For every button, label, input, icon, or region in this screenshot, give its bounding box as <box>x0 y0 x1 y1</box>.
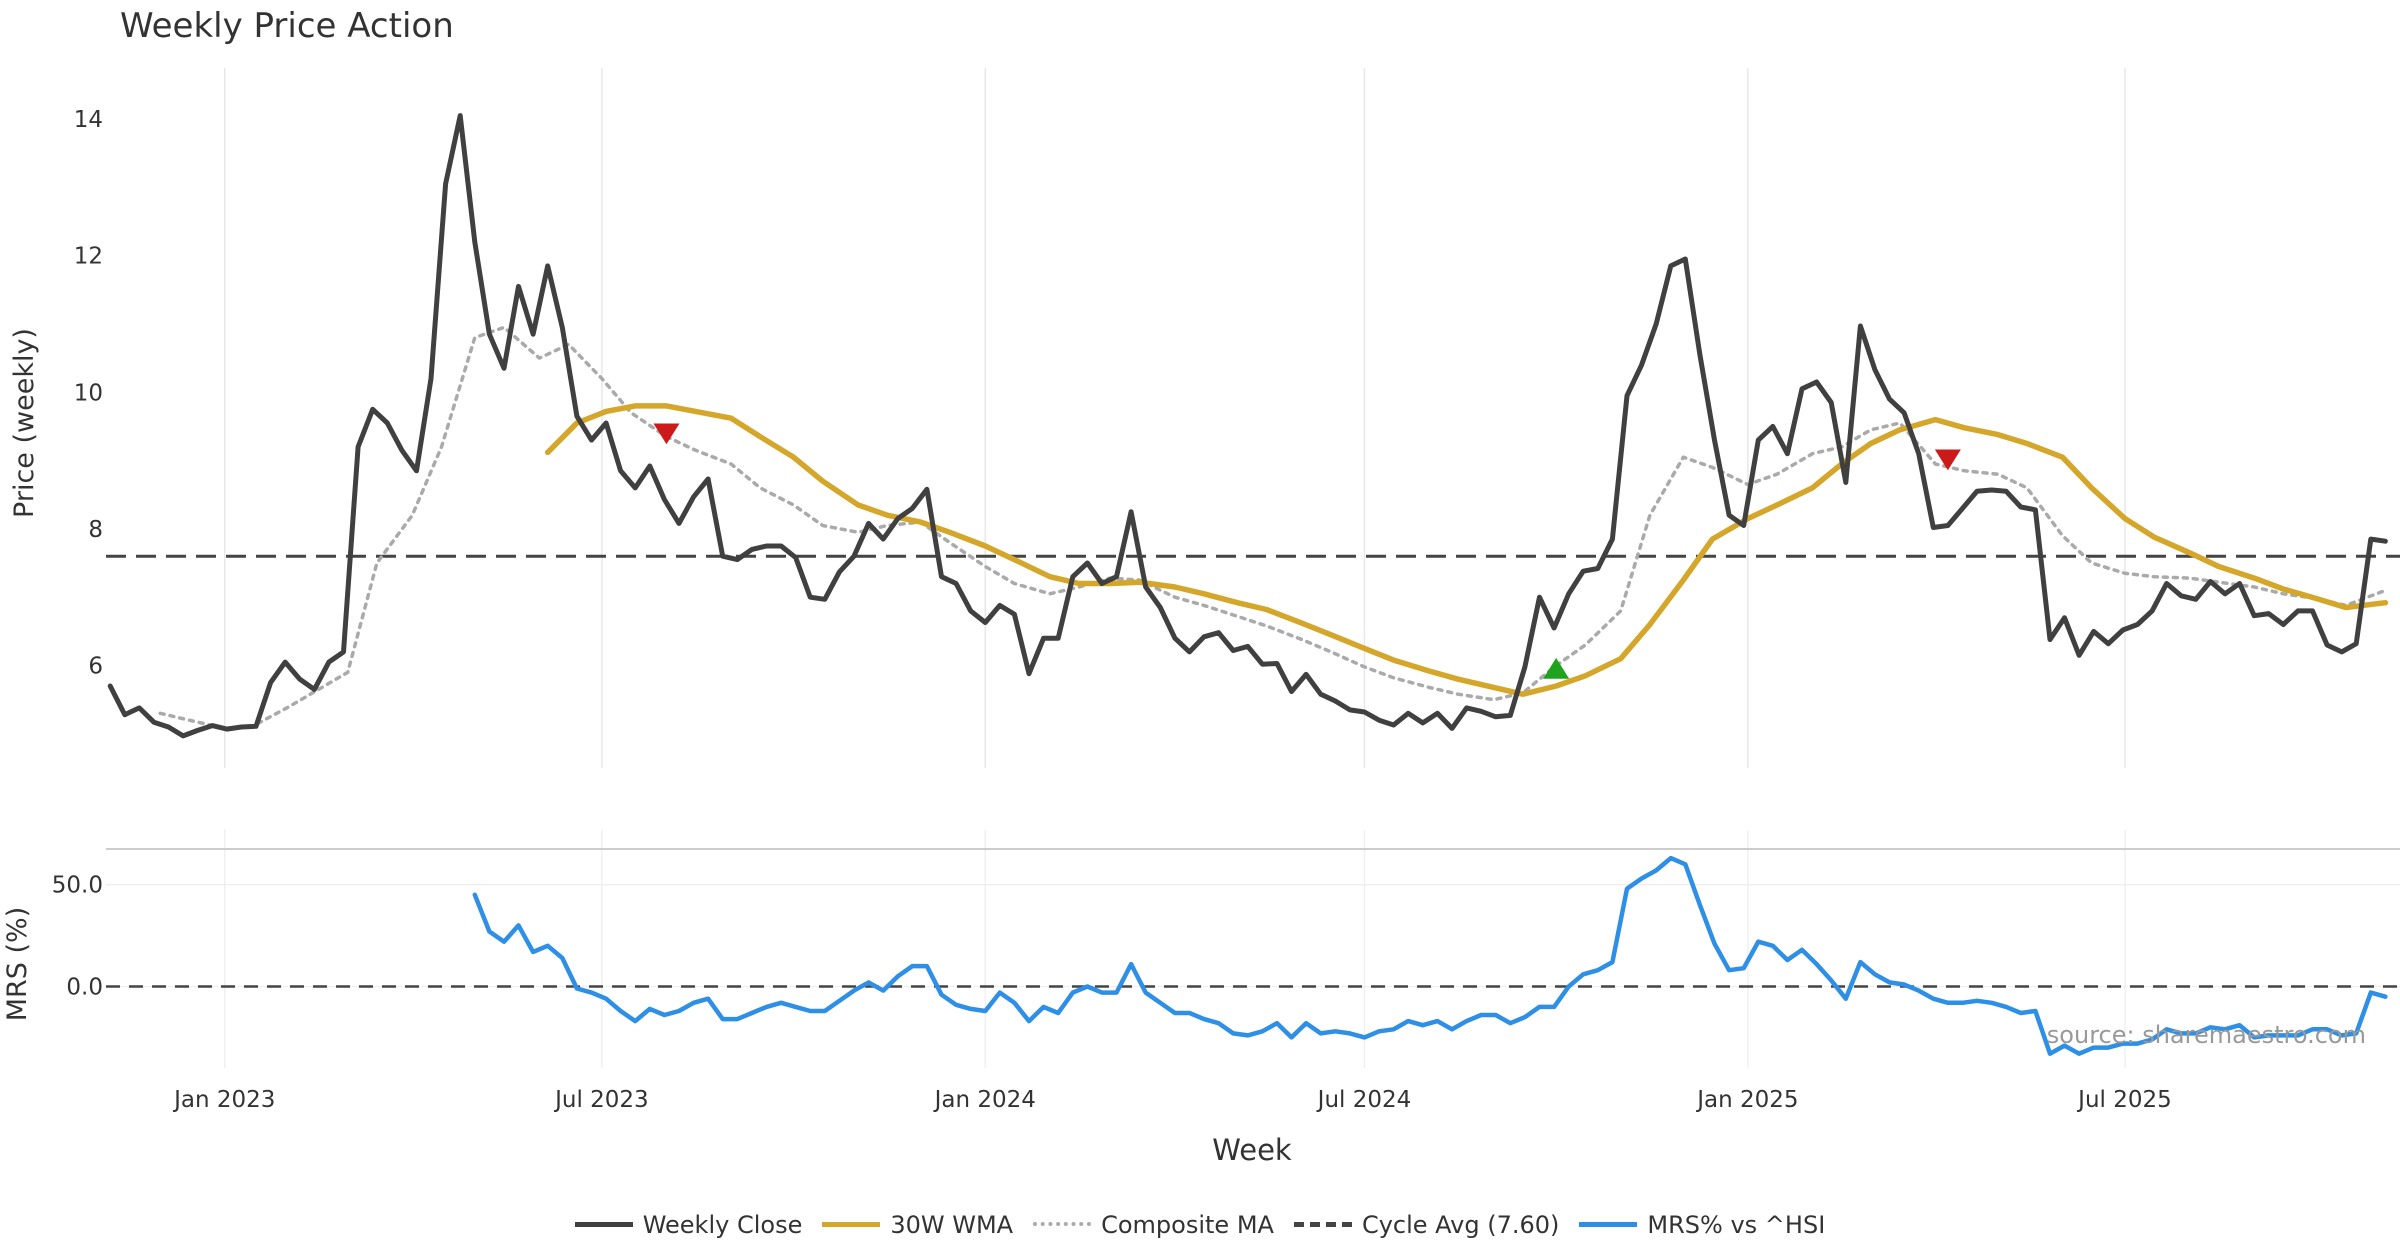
price-y-tick-label: 12 <box>74 244 103 270</box>
legend-item: Cycle Avg (7.60) <box>1293 1211 1560 1239</box>
price-y-tick-label: 10 <box>74 380 103 406</box>
legend-label: 30W WMA <box>890 1211 1014 1239</box>
x-tick-label: Jan 2024 <box>933 1087 1036 1113</box>
buy-signal-marker <box>1543 657 1570 679</box>
mrs-y-tick-label: 50.0 <box>52 873 103 899</box>
legend-item: Weekly Close <box>574 1211 803 1239</box>
legend-label: Cycle Avg (7.60) <box>1361 1211 1560 1239</box>
legend-label: Weekly Close <box>642 1211 803 1239</box>
x-tick-label: Jul 2024 <box>1316 1087 1412 1113</box>
legend-swatch <box>574 1221 633 1227</box>
sell-signal-marker <box>1934 449 1961 471</box>
composite-ma-line <box>158 325 2388 731</box>
mrs-line <box>472 855 2388 1056</box>
legend-swatch <box>822 1221 881 1227</box>
x-tick-label: Jul 2023 <box>553 1087 649 1113</box>
x-axis-label: Week <box>1212 1133 1292 1167</box>
price-y-tick-label: 14 <box>74 107 103 133</box>
legend-swatch <box>1033 1222 1092 1226</box>
price-y-axis-label: Price (weekly) <box>9 328 40 518</box>
legend-item: MRS% vs ^HSI <box>1579 1211 1825 1239</box>
price-y-tick-label: 6 <box>88 654 103 680</box>
x-tick-label: Jan 2025 <box>1695 1087 1798 1113</box>
legend-label: Composite MA <box>1101 1211 1274 1239</box>
weekly-close-line <box>107 113 2388 739</box>
legend-item: Composite MA <box>1033 1211 1274 1239</box>
30w-wma-line <box>544 403 2389 697</box>
price-y-tick-label: 8 <box>88 517 103 543</box>
legend-label: MRS% vs ^HSI <box>1647 1211 1826 1239</box>
chart-legend: Weekly Close 30W WMA Composite MA Cycle Avg… <box>0 1210 2400 1239</box>
legend-swatch <box>1579 1221 1638 1227</box>
x-tick-label: Jan 2023 <box>172 1087 275 1113</box>
chart-title: Weekly Price Action <box>120 6 454 46</box>
legend-swatch <box>1293 1221 1352 1227</box>
mrs-y-tick-label: 0.0 <box>66 975 103 1001</box>
legend-item: 30W WMA <box>822 1211 1013 1239</box>
source-annotation: source: sharemaestro.com <box>2047 1021 2366 1049</box>
mrs-y-axis-label: MRS (%) <box>2 907 33 1022</box>
sell-signal-marker <box>653 423 680 445</box>
x-tick-label: Jul 2025 <box>2076 1087 2172 1113</box>
